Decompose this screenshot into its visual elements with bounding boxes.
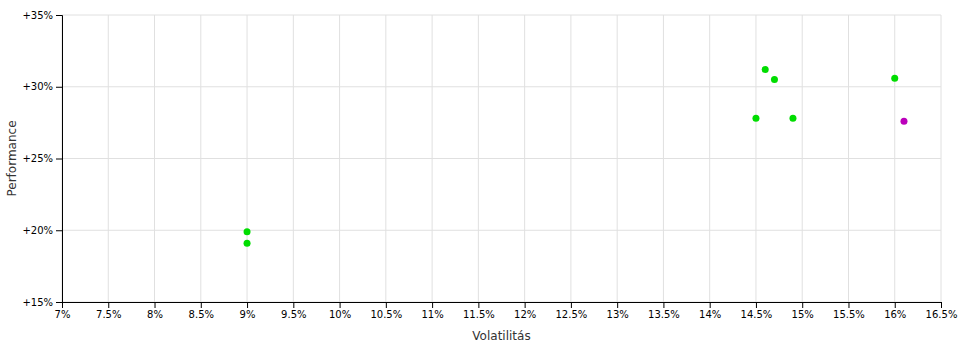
tick-label: +35%: [22, 10, 53, 21]
tick: 15.5%: [833, 302, 865, 320]
tick: +15%: [22, 297, 62, 308]
tick-label: 11.5%: [463, 309, 495, 320]
tick: 7.5%: [96, 302, 121, 320]
grid: [62, 15, 941, 302]
tick: 9.5%: [281, 302, 306, 320]
tick-label: 15%: [792, 309, 814, 320]
tick-label: 8.5%: [189, 309, 214, 320]
point: [752, 115, 759, 122]
tick-mark: [247, 302, 248, 308]
tick-label: 7%: [55, 309, 71, 320]
tick: 14.5%: [741, 302, 773, 320]
tick-mark: [525, 302, 526, 308]
series: [900, 118, 907, 125]
y-axis-title: Performance: [5, 120, 19, 196]
tick-mark: [941, 302, 942, 308]
plot: 7% 7.5% 8% 8.5% 9% 9.5% 10% 10.5% 11% 11.5% 12% 12.…: [22, 10, 957, 320]
chart: 7% 7.5% 8% 8.5% 9% 9.5% 10% 10.5% 11% 11.5% 12% 12.…: [0, 0, 966, 350]
tick-mark: [56, 159, 62, 160]
tick-mark: [56, 230, 62, 231]
tick: 12%: [514, 302, 536, 320]
tick-mark: [432, 302, 433, 308]
tick-label: +15%: [22, 297, 53, 308]
tick: 12.5%: [556, 302, 588, 320]
tick-mark: [293, 302, 294, 308]
tick: +25%: [22, 153, 62, 164]
tick-mark: [710, 302, 711, 308]
tick-label: +30%: [22, 81, 53, 92]
tick-mark: [663, 302, 664, 308]
tick: +20%: [22, 225, 62, 236]
tick-label: 12%: [514, 309, 536, 320]
tick-mark: [56, 302, 62, 303]
tick-label: +20%: [22, 225, 53, 236]
tick-mark: [571, 302, 572, 308]
tick-label: 14%: [699, 309, 721, 320]
series: [244, 66, 899, 247]
point: [900, 118, 907, 125]
tick-label: 13%: [607, 309, 629, 320]
tick-mark: [895, 302, 896, 308]
tick: 13.5%: [648, 302, 680, 320]
axis-line: [56, 16, 63, 303]
tick-label: 14.5%: [741, 309, 773, 320]
axis-line: [63, 303, 942, 309]
tick: 15%: [792, 302, 814, 320]
tick-mark: [756, 302, 757, 308]
tick-mark: [56, 87, 62, 88]
tick-label: 7.5%: [96, 309, 121, 320]
grid-line: [62, 230, 941, 231]
tick: 14%: [699, 302, 721, 320]
tick-mark: [201, 302, 202, 308]
tick-label: 11%: [421, 309, 443, 320]
tick-mark: [848, 302, 849, 308]
tick-label: +25%: [22, 153, 53, 164]
grid-line: [62, 86, 941, 87]
tick-mark: [108, 302, 109, 308]
tick: 11%: [421, 302, 443, 320]
point: [891, 75, 898, 82]
grid-line: [62, 15, 941, 16]
tick: 9%: [240, 302, 256, 320]
tick-mark: [617, 302, 618, 308]
point: [771, 76, 778, 83]
tick-mark: [155, 302, 156, 308]
x-axis: 7% 7.5% 8% 8.5% 9% 9.5% 10% 10.5% 11% 11.5% 12% 12.…: [55, 302, 958, 320]
tick: 8.5%: [189, 302, 214, 320]
tick-label: 9%: [240, 309, 256, 320]
tick-mark: [478, 302, 479, 308]
tick: 16%: [884, 302, 906, 320]
tick-label: 16.5%: [926, 309, 958, 320]
tick: 13%: [607, 302, 629, 320]
point: [762, 66, 769, 73]
tick-label: 10%: [329, 309, 351, 320]
tick: 16.5%: [926, 302, 958, 320]
tick: +35%: [22, 10, 62, 21]
tick: +30%: [22, 81, 62, 92]
tick-label: 16%: [884, 309, 906, 320]
grid-line: [62, 158, 941, 159]
tick-mark: [340, 302, 341, 308]
tick-label: 10.5%: [370, 309, 402, 320]
tick: 11.5%: [463, 302, 495, 320]
y-axis: +15% +20% +25% +30% +35%: [22, 10, 62, 308]
tick: 10.5%: [370, 302, 402, 320]
tick: 7%: [55, 302, 71, 320]
tick: 8%: [147, 302, 163, 320]
tick-label: 15.5%: [833, 309, 865, 320]
tick-mark: [802, 302, 803, 308]
point: [789, 115, 796, 122]
tick-mark: [386, 302, 387, 308]
point: [244, 228, 251, 235]
tick-label: 9.5%: [281, 309, 306, 320]
tick: 10%: [329, 302, 351, 320]
tick-label: 8%: [147, 309, 163, 320]
tick-mark: [56, 15, 62, 16]
marks: [244, 66, 908, 247]
point: [244, 240, 251, 247]
x-axis-title: Volatilitás: [472, 329, 530, 343]
tick-label: 13.5%: [648, 309, 680, 320]
tick-label: 12.5%: [556, 309, 588, 320]
